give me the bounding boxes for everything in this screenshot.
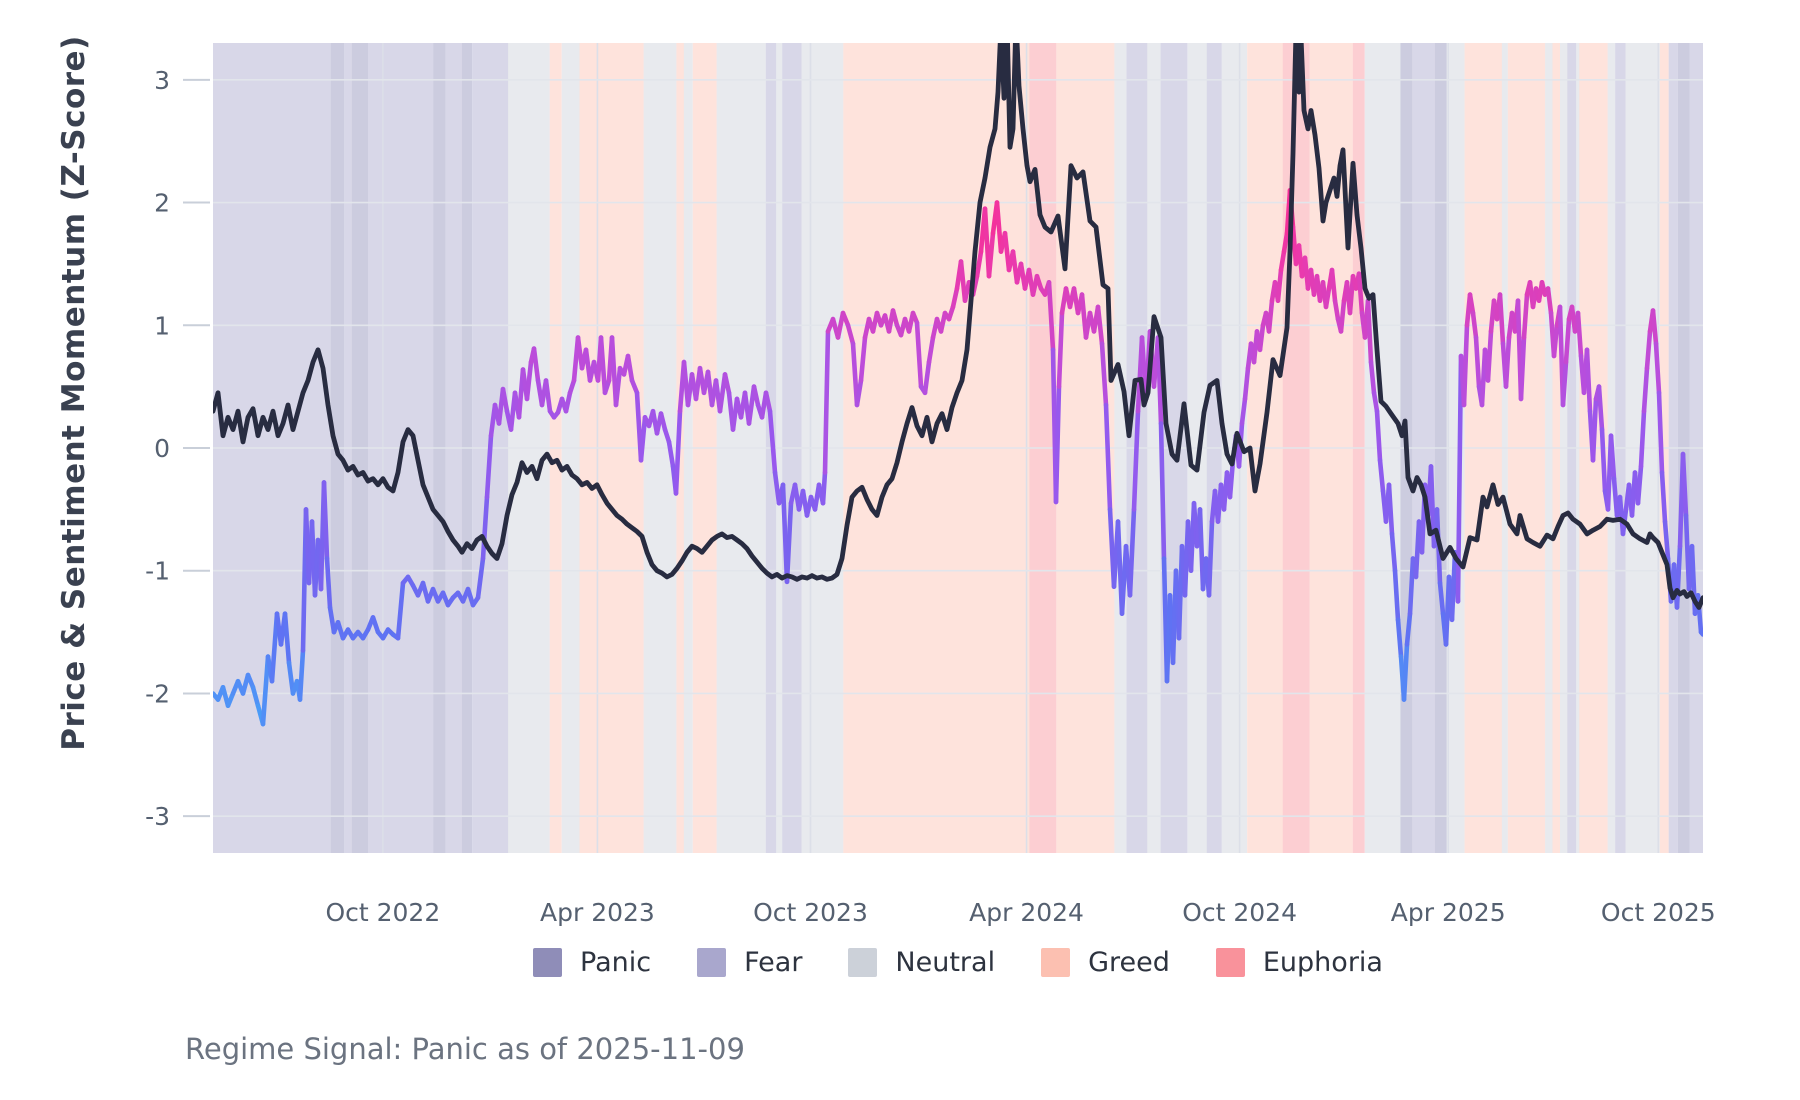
legend-label-neutral: Neutral	[895, 946, 996, 978]
x-tick-label: Apr 2023	[540, 898, 655, 927]
series-lines	[213, 43, 1703, 727]
y-axis-title: Price & Sentiment Momentum (Z-Score)	[56, 35, 92, 751]
regime-signal-caption: Regime Signal: Panic as of 2025-11-09	[185, 1032, 745, 1066]
y-tick-label: -1	[145, 557, 170, 586]
axis-ticks: -3 -2 -1 0 1 2 3 Oct 2022 Apr 2023 Oct 2023 Apr 20…	[145, 66, 1716, 927]
gridlines	[213, 43, 1703, 853]
legend-item-panic: Panic	[533, 946, 652, 978]
legend-swatch-neutral	[848, 947, 878, 977]
x-tick-label: Oct 2022	[325, 898, 440, 927]
x-tick-label: Apr 2024	[969, 898, 1084, 927]
y-tick-label: 0	[154, 434, 170, 463]
legend-item-euphoria: Euphoria	[1215, 946, 1383, 978]
legend-item-greed: Greed	[1041, 946, 1170, 978]
chart-legend: Panic Fear Neutral Greed Euphoria	[213, 942, 1703, 982]
x-tick-label: Oct 2023	[753, 898, 868, 927]
legend-swatch-panic	[533, 947, 563, 977]
legend-label-panic: Panic	[580, 946, 652, 978]
legend-swatch-greed	[1041, 947, 1071, 977]
x-tick-label: Oct 2024	[1182, 898, 1297, 927]
legend-item-neutral: Neutral	[848, 946, 996, 978]
sentiment-line	[213, 188, 1703, 727]
legend-label-euphoria: Euphoria	[1262, 946, 1383, 978]
y-tick-label: -3	[145, 802, 170, 831]
legend-item-fear: Fear	[697, 946, 803, 978]
y-tick-label: 1	[154, 311, 170, 340]
legend-label-greed: Greed	[1088, 946, 1170, 978]
legend-swatch-fear	[697, 947, 727, 977]
legend-label-fear: Fear	[744, 946, 803, 978]
y-tick-label: 3	[154, 66, 170, 95]
x-tick-label: Apr 2025	[1391, 898, 1506, 927]
price-momentum-line	[213, 43, 1703, 610]
legend-swatch-euphoria	[1215, 947, 1245, 977]
y-tick-label: -2	[145, 679, 170, 708]
x-tick-label: Oct 2025	[1601, 898, 1716, 927]
y-tick-label: 2	[154, 189, 170, 218]
